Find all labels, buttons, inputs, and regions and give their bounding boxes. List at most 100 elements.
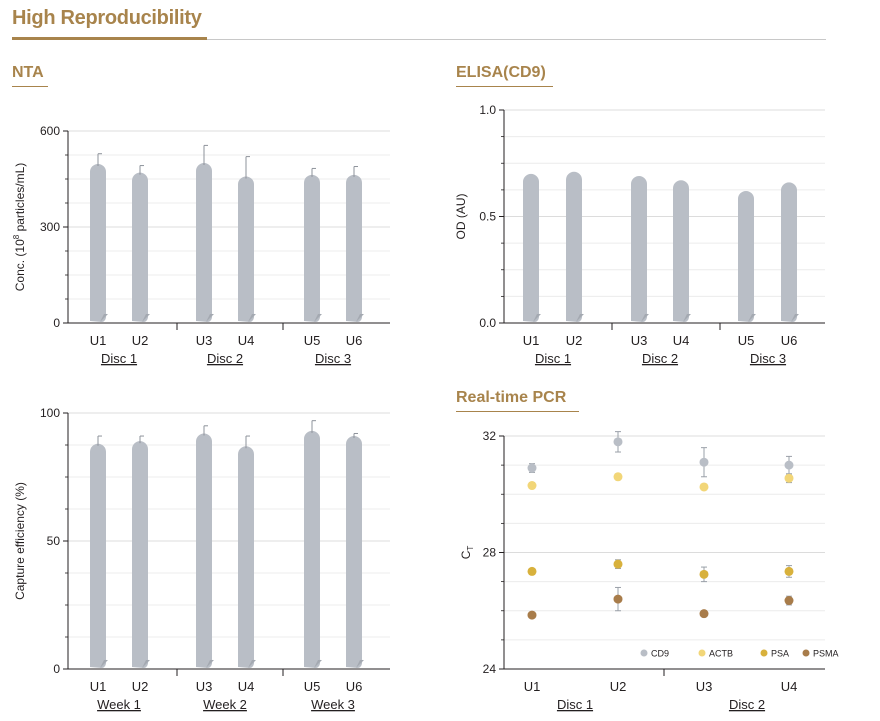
capture-y-tick-label: 50 (47, 534, 61, 548)
pcr-x-tick-label: U1 (524, 679, 541, 694)
elisa-section-title: ELISA(CD9) (456, 64, 546, 81)
nta-y-axis-label: Conc. (108 particles/mL) (12, 163, 27, 292)
nta-bar (238, 176, 255, 322)
pcr-y-axis-label: CT (459, 546, 475, 560)
pcr-legend-marker (802, 649, 810, 657)
pcr-section-underline (456, 411, 579, 412)
capture-group-label: Week 1 (97, 697, 141, 712)
capture-bar-shadow (314, 660, 322, 668)
capture-bar (196, 433, 213, 668)
elisa-bar (781, 182, 798, 322)
nta-x-tick-label: U4 (238, 333, 255, 348)
pcr-point-cd9 (613, 437, 623, 447)
pcr-point-psa (527, 566, 537, 576)
elisa-y-axis-label: OD (AU) (454, 194, 468, 240)
capture-bar (132, 441, 149, 668)
nta-y-tick-label: 0 (53, 316, 60, 330)
pcr-legend-marker (760, 649, 768, 657)
capture-bar (304, 430, 321, 668)
nta-x-tick-label: U6 (346, 333, 363, 348)
elisa-bar-shadow (576, 314, 584, 322)
capture-y-axis-label: Capture efficiency (%) (13, 482, 27, 600)
elisa-chart: 0.0 0.5 1.0 U1 U2 U3 U4 U5 U6 Disc 1 Disc 2 Disc 3 O… (454, 103, 825, 366)
nta-x-tick-label: U5 (304, 333, 321, 348)
pcr-point-cd9 (527, 463, 537, 473)
nta-y-tick-label: 300 (40, 220, 60, 234)
capture-bar (346, 436, 363, 668)
pcr-legend-label: CD9 (651, 649, 669, 659)
elisa-x-tick-label: U3 (631, 333, 648, 348)
nta-chart: 0 300 600 U1 U2 U3 U4 U5 U6 Disc 1 Disc 2 Disc 3 Con… (12, 124, 390, 366)
capture-bar (238, 446, 255, 668)
capture-y-tick-label: 100 (40, 406, 60, 420)
nta-bar-shadow (142, 314, 150, 322)
pcr-legend-marker (640, 649, 648, 657)
capture-bar-shadow (100, 660, 108, 668)
pcr-group-label: Disc 1 (557, 697, 593, 712)
elisa-section-underline (456, 86, 553, 87)
pcr-legend-marker (698, 649, 706, 657)
pcr-legend-label: ACTB (709, 649, 733, 659)
pcr-x-tick-label: U3 (696, 679, 713, 694)
nta-group-label: Disc 2 (207, 351, 243, 366)
nta-bar (346, 174, 363, 322)
capture-y-tick-label: 0 (53, 662, 60, 676)
nta-x-tick-label: U1 (90, 333, 107, 348)
pcr-y-tick-label: 28 (483, 546, 497, 560)
capture-bar-shadow (356, 660, 364, 668)
nta-bar-shadow (314, 314, 322, 322)
pcr-chart: 24 28 32 U1 U2 U3 U4 Disc 1 Disc 2 CT CD9 ACTB PSA PS… (459, 429, 839, 712)
nta-bar (196, 163, 213, 322)
elisa-x-tick-label: U2 (566, 333, 583, 348)
pcr-x-tick-label: U2 (610, 679, 627, 694)
elisa-x-tick-label: U1 (523, 333, 540, 348)
pcr-group-label: Disc 2 (729, 697, 765, 712)
nta-bar-shadow (206, 314, 214, 322)
pcr-point-actb (699, 482, 709, 492)
pcr-point-psa (784, 566, 794, 576)
elisa-bar (738, 190, 755, 322)
elisa-y-tick-label: 0.5 (479, 210, 496, 224)
elisa-x-tick-label: U5 (738, 333, 755, 348)
nta-bar (304, 174, 321, 322)
capture-bar (90, 443, 107, 668)
capture-bar-shadow (142, 660, 150, 668)
pcr-point-cd9 (699, 457, 709, 467)
title-divider (12, 39, 826, 40)
nta-y-tick-label: 600 (40, 124, 60, 138)
elisa-bar-shadow (683, 314, 691, 322)
capture-x-tick-label: U3 (196, 679, 213, 694)
nta-bar-shadow (356, 314, 364, 322)
title-underline (12, 37, 207, 40)
capture-x-tick-label: U6 (346, 679, 363, 694)
elisa-x-tick-label: U4 (673, 333, 690, 348)
nta-bar (90, 163, 107, 322)
capture-group-label: Week 2 (203, 697, 247, 712)
nta-bar (132, 172, 149, 322)
capture-bar-shadow (206, 660, 214, 668)
nta-group-label: Disc 1 (101, 351, 137, 366)
page-title: High Reproducibility (12, 7, 202, 29)
elisa-bar-shadow (791, 314, 799, 322)
nta-bar-shadow (100, 314, 108, 322)
pcr-point-psma (699, 609, 709, 619)
capture-x-tick-label: U2 (132, 679, 149, 694)
nta-section-underline (12, 86, 48, 87)
elisa-bar-shadow (641, 314, 649, 322)
pcr-point-psa (613, 559, 623, 569)
nta-bar-shadow (248, 314, 256, 322)
capture-x-tick-label: U5 (304, 679, 321, 694)
nta-x-tick-label: U2 (132, 333, 149, 348)
pcr-point-actb (613, 472, 623, 482)
elisa-bar (673, 180, 690, 322)
elisa-y-tick-label: 0.0 (479, 316, 496, 330)
pcr-point-psma (527, 610, 537, 620)
pcr-point-actb (784, 473, 794, 483)
capture-bar-shadow (248, 660, 256, 668)
capture-group-label: Week 3 (311, 697, 355, 712)
pcr-point-actb (527, 481, 537, 491)
pcr-legend-label: PSA (771, 649, 789, 659)
nta-x-tick-label: U3 (196, 333, 213, 348)
elisa-bar (523, 173, 540, 322)
